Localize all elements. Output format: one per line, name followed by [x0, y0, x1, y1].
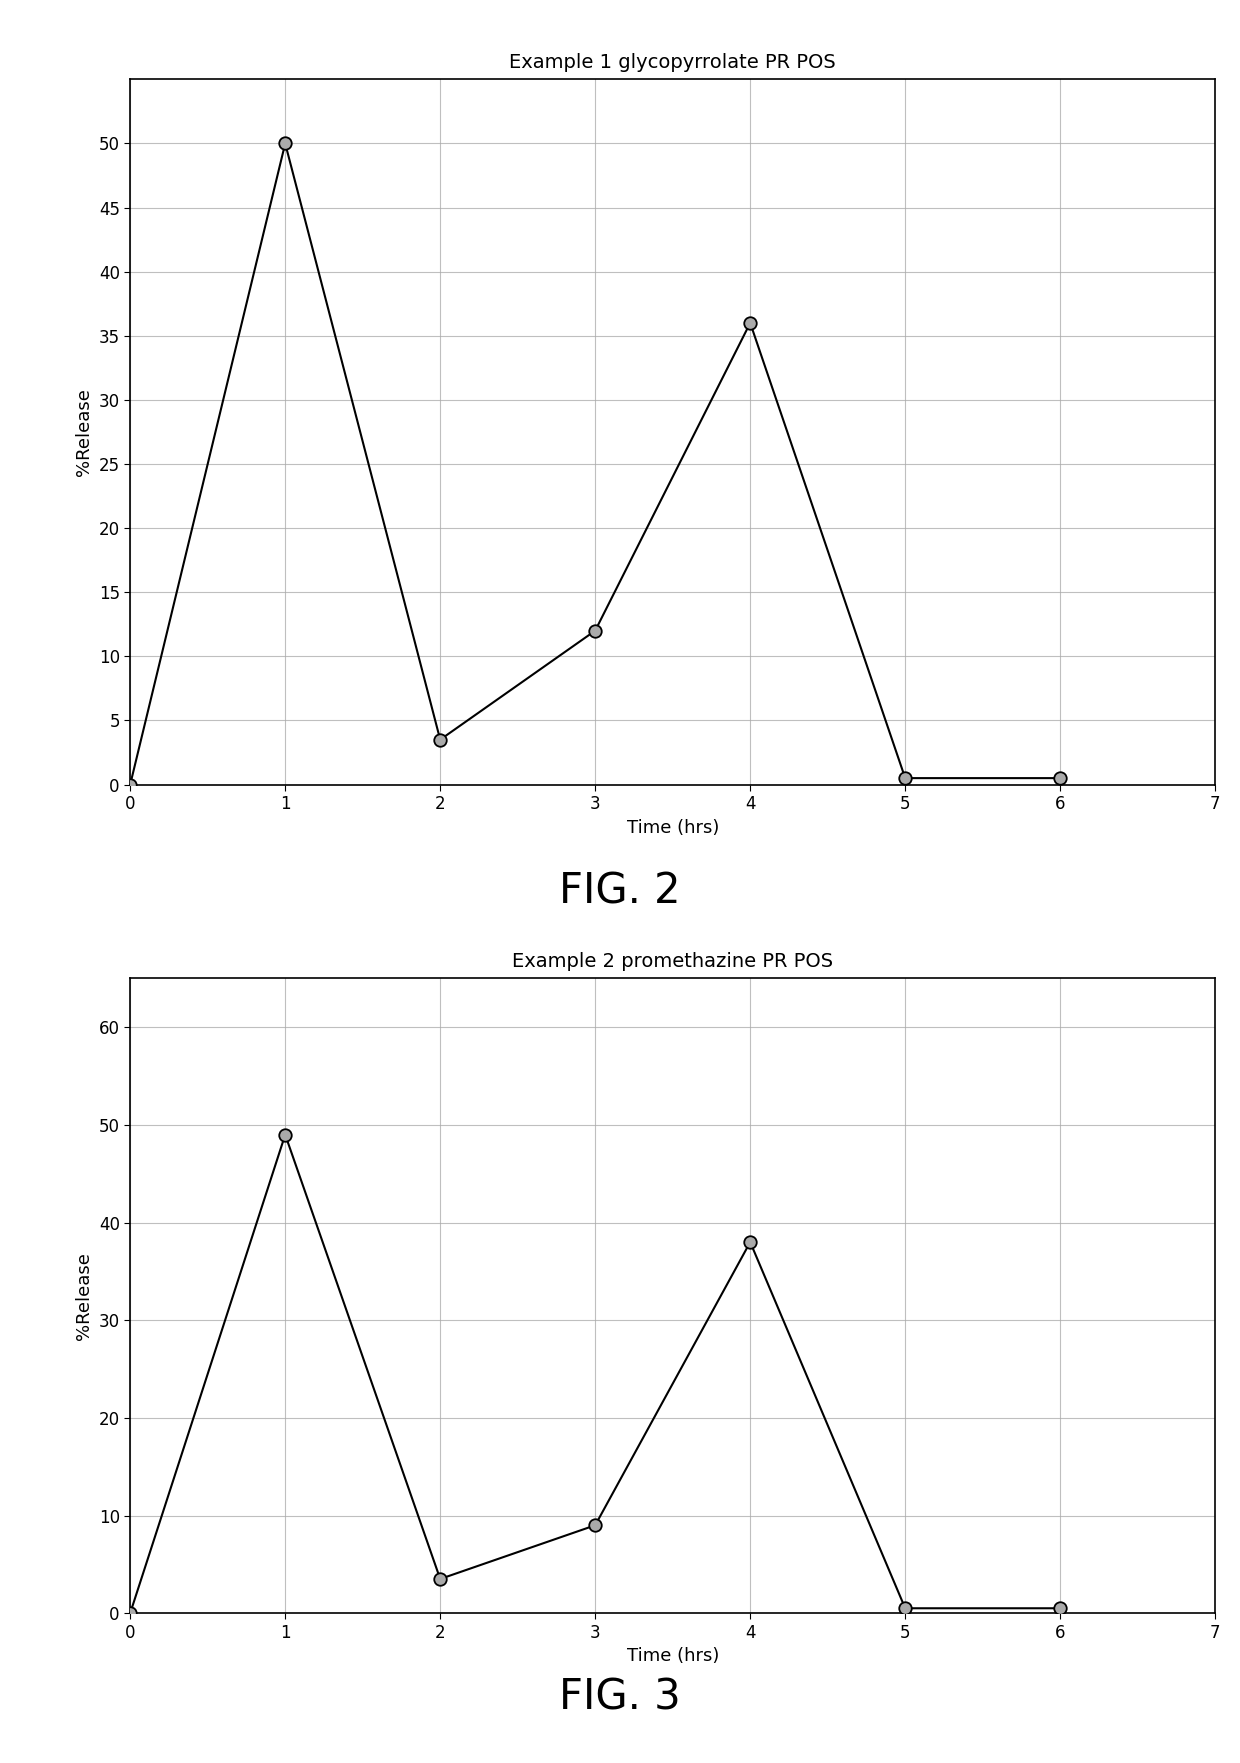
Y-axis label: %Release: %Release — [76, 1252, 93, 1340]
Title: Example 1 glycopyrrolate PR POS: Example 1 glycopyrrolate PR POS — [510, 53, 836, 72]
X-axis label: Time (hrs): Time (hrs) — [626, 1647, 719, 1664]
Text: FIG. 3: FIG. 3 — [559, 1677, 681, 1719]
X-axis label: Time (hrs): Time (hrs) — [626, 818, 719, 836]
Text: FIG. 2: FIG. 2 — [559, 871, 681, 913]
Y-axis label: %Release: %Release — [76, 388, 93, 476]
Title: Example 2 promethazine PR POS: Example 2 promethazine PR POS — [512, 952, 833, 971]
